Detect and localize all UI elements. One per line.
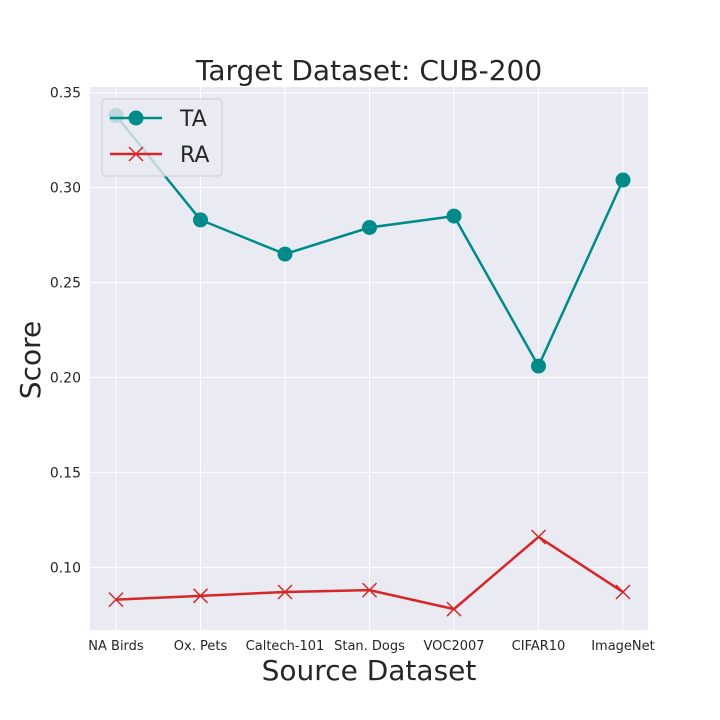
ra-data-point	[446, 601, 462, 617]
x-tick-label: Ox. Pets	[174, 639, 228, 654]
ra-data-point	[615, 584, 631, 600]
y-tick-label: 0.20	[50, 370, 81, 386]
ra-data-point	[277, 584, 293, 600]
y-axis-label: Score	[14, 321, 47, 399]
legend-label-ra: RA	[180, 143, 209, 168]
ta-data-point	[531, 358, 546, 374]
ra-data-point	[530, 529, 547, 545]
x-tick-label: VOC2007	[423, 639, 484, 654]
chart-title: Target Dataset: CUB-200	[195, 54, 542, 87]
x-tick-label: NA Birds	[88, 639, 144, 654]
y-tick-label: 0.10	[50, 560, 81, 576]
ta-data-point	[362, 219, 377, 235]
y-tick-labels: 0.10 0.15 0.20 0.25 0.30 0.35	[50, 86, 81, 577]
legend-label-ta: TA	[179, 107, 207, 132]
y-tick-label: 0.15	[50, 465, 81, 481]
ta-data-point	[193, 212, 208, 228]
ra-data-point	[108, 592, 124, 608]
legend: TA RA	[101, 98, 223, 177]
x-tick-labels: NA Birds Ox. Pets Caltech-101 Stan. Dogs VOC…	[88, 639, 654, 654]
legend-ta-marker	[128, 110, 144, 126]
ra-data-point	[361, 582, 378, 598]
legend-ra-marker	[128, 146, 144, 162]
ta-data-point	[277, 246, 293, 262]
x-tick-label: Stan. Dogs	[334, 639, 405, 654]
x-tick-label: CIFAR10	[512, 639, 566, 654]
ta-data-point	[446, 208, 462, 224]
ta-data-point	[615, 172, 631, 188]
x-tick-label: Caltech-101	[246, 639, 325, 654]
grid	[90, 87, 648, 630]
x-tick-label: ImageNet	[591, 639, 655, 654]
y-tick-label: 0.35	[50, 86, 81, 102]
x-axis-label: Source Dataset	[262, 654, 477, 687]
y-tick-label: 0.30	[50, 181, 81, 197]
ra-data-point	[192, 588, 209, 604]
y-tick-label: 0.25	[50, 276, 81, 292]
